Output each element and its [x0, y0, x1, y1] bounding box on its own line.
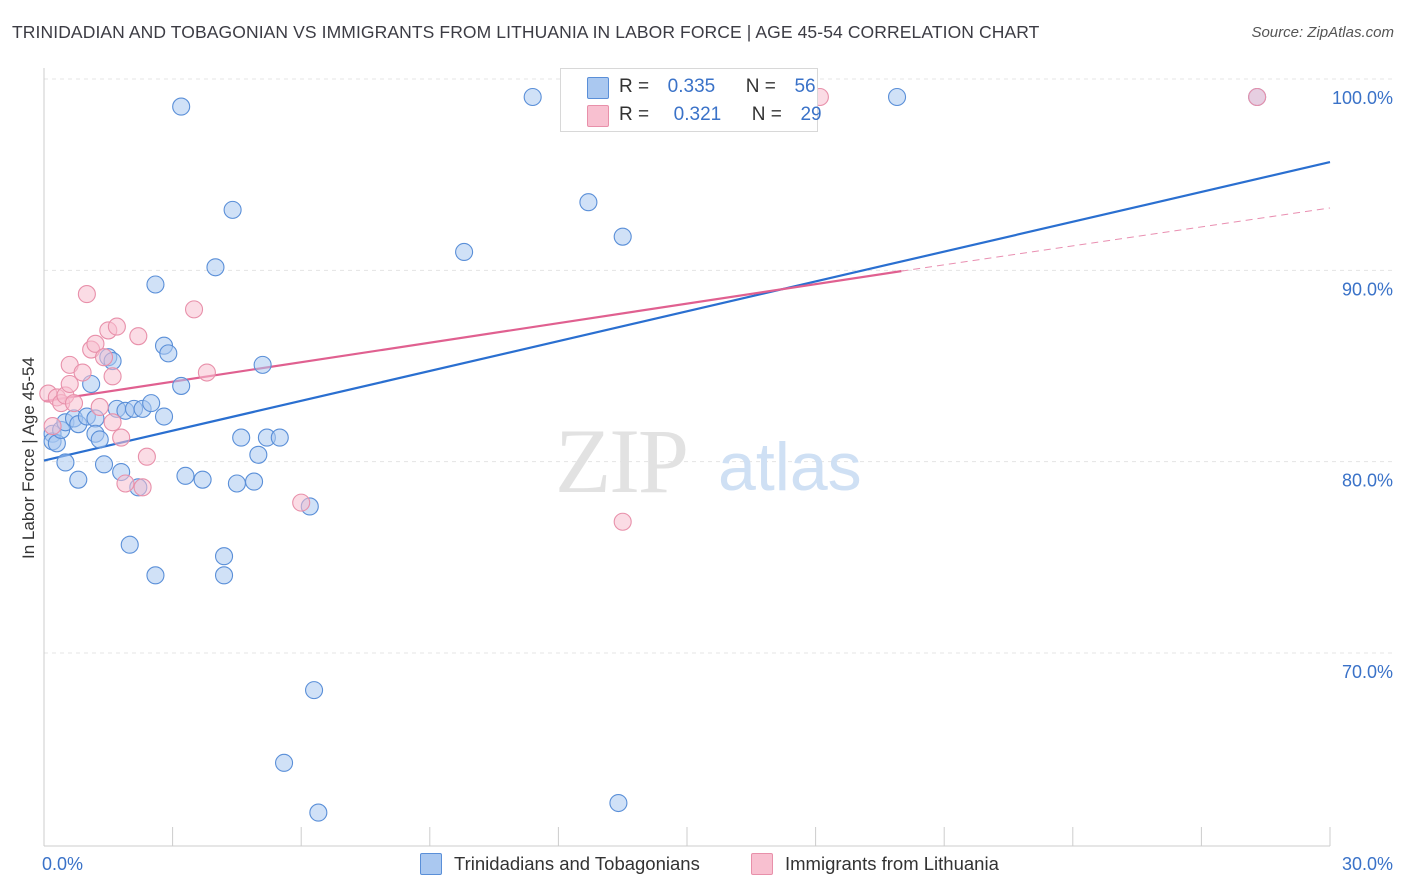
- data-point-pink: [116, 474, 135, 493]
- series-label-blue: Trinidadians and Tobagonians: [454, 853, 700, 874]
- data-point-blue: [159, 344, 178, 363]
- legend-swatch-blue: [587, 77, 609, 99]
- data-point-blue: [270, 428, 289, 447]
- legend-r-label: R =: [619, 104, 650, 125]
- data-point-blue: [232, 428, 251, 447]
- series-label-pink: Immigrants from Lithuania: [785, 853, 999, 874]
- data-point-blue: [69, 470, 88, 489]
- data-point-blue: [455, 242, 474, 262]
- x-tick-label: 30.0%: [1342, 854, 1393, 874]
- data-point-pink: [184, 300, 204, 319]
- y-tick-label: 70.0%: [1342, 662, 1393, 682]
- data-point-blue: [253, 355, 272, 374]
- data-point-blue: [90, 430, 109, 449]
- data-point-blue: [887, 87, 907, 107]
- data-point-pink: [112, 428, 131, 447]
- data-point-pink: [129, 327, 148, 346]
- data-point-pink: [60, 374, 79, 394]
- data-point-pink: [43, 417, 62, 436]
- data-point-blue: [249, 445, 268, 464]
- data-point-pink: [103, 367, 122, 386]
- legend-r-label: R =: [619, 76, 650, 97]
- data-point-pink: [73, 363, 92, 382]
- data-point-pink: [292, 493, 311, 512]
- trendline-pink: [43, 270, 902, 403]
- data-point-pink: [613, 512, 632, 531]
- data-point-blue: [146, 566, 165, 585]
- data-point-blue: [142, 394, 161, 413]
- watermark-atlas: atlas: [718, 429, 862, 505]
- data-point-blue: [176, 466, 195, 485]
- legend-text-pink: R = 0.321 N = 29: [619, 104, 822, 126]
- data-point-blue: [214, 547, 234, 566]
- data-point-blue: [56, 453, 75, 472]
- legend-text-blue: R = 0.335 N = 56: [619, 76, 816, 98]
- correlation-legend: R = 0.335 N = 56 R = 0.321 N = 29: [560, 68, 822, 132]
- data-points: [39, 87, 1267, 822]
- data-point-blue: [206, 258, 225, 277]
- data-point-blue: [227, 474, 246, 493]
- legend-blue-r: 0.335: [667, 76, 716, 97]
- data-point-pink: [77, 285, 96, 304]
- data-point-blue: [579, 193, 598, 212]
- series-swatch-pink: [751, 853, 773, 875]
- data-point-pink: [1248, 87, 1267, 107]
- data-point-blue: [120, 535, 139, 554]
- legend-n-label: N =: [751, 104, 782, 125]
- data-point-blue: [275, 753, 294, 772]
- data-point-blue: [154, 407, 174, 426]
- legend-blue-n: 56: [794, 76, 816, 97]
- y-tick-label: 80.0%: [1342, 471, 1393, 491]
- data-point-blue: [223, 200, 242, 219]
- trendline-blue: [43, 160, 1331, 462]
- data-point-blue: [609, 793, 628, 813]
- chart-title: TRINIDADIAN AND TOBAGONIAN VS IMMIGRANTS…: [12, 22, 1040, 42]
- trendline-pink-extension: [901, 207, 1331, 272]
- data-point-pink: [197, 363, 216, 382]
- watermark: ZIP atlas: [555, 410, 862, 512]
- data-point-pink: [137, 447, 156, 466]
- y-axis-label: In Labor Force | Age 45-54: [19, 357, 38, 559]
- axes: [43, 68, 1331, 847]
- series-legend: Trinidadians and Tobagonians Immigrants …: [0, 852, 1406, 878]
- data-point-blue: [193, 470, 212, 489]
- legend-pink-n: 29: [800, 104, 822, 125]
- data-point-pink: [86, 334, 105, 353]
- series-swatch-blue: [420, 853, 442, 875]
- x-tick-label: 0.0%: [42, 854, 83, 874]
- data-point-blue: [613, 227, 632, 246]
- data-point-blue: [214, 566, 234, 585]
- data-point-blue: [172, 97, 191, 116]
- data-point-pink: [107, 317, 126, 336]
- series-legend-item-pink[interactable]: Immigrants from Lithuania: [751, 853, 999, 875]
- series-legend-item-blue[interactable]: Trinidadians and Tobagonians: [420, 853, 700, 875]
- data-point-blue: [244, 472, 264, 491]
- data-point-pink: [133, 478, 152, 497]
- data-point-pink: [90, 397, 109, 417]
- legend-pink-r: 0.321: [673, 104, 722, 125]
- legend-swatch-pink: [587, 105, 609, 127]
- watermark-zip: ZIP: [555, 410, 687, 512]
- data-point-blue: [523, 87, 542, 107]
- data-point-blue: [146, 275, 165, 294]
- data-point-blue: [172, 376, 191, 395]
- y-tick-label: 90.0%: [1342, 279, 1393, 299]
- y-tick-label: 100.0%: [1332, 88, 1393, 108]
- tick-labels: 70.0% 80.0% 90.0% 100.0% 0.0% 30.0%: [42, 88, 1393, 874]
- data-point-pink: [94, 348, 114, 367]
- gridlines: [44, 78, 1392, 654]
- source-label: Source: ZipAtlas.com: [1251, 24, 1394, 41]
- data-point-blue: [309, 803, 328, 822]
- data-point-pink: [64, 394, 84, 413]
- legend-n-label: N =: [745, 76, 776, 97]
- data-point-blue: [94, 455, 114, 474]
- data-point-pink: [103, 413, 122, 432]
- data-point-blue: [305, 681, 324, 700]
